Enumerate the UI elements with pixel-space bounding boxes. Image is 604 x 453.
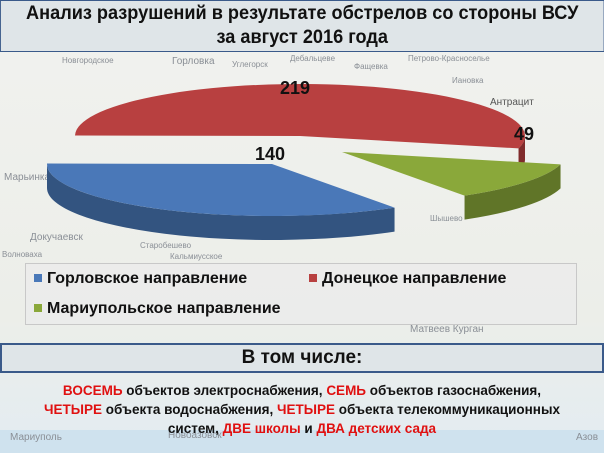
text: объектов электроснабжения, [122, 383, 327, 398]
highlight: СЕМЬ [326, 383, 367, 398]
subheader: В том числе: [0, 343, 604, 373]
map-label: Петрово-Красноселье [408, 54, 490, 63]
map-label: Азов [576, 432, 599, 443]
highlight: ДВЕ школы [222, 421, 301, 436]
title-line-2: за август 2016 года [216, 26, 388, 48]
details-text: ВОСЕМЬ объектов электроснабжения, СЕМЬ о… [0, 381, 604, 438]
map-label: Новгородское [62, 56, 114, 65]
pie-slice-0 [47, 163, 395, 217]
map-label: Дебальцеве [290, 54, 336, 63]
highlight: ЧЕТЫРЕ [277, 402, 335, 417]
map-label: Марьинка [4, 172, 51, 183]
map-label: Волноваха [2, 250, 43, 259]
map-label: Углегорск [232, 60, 268, 69]
text: объектов газоснабжения, [366, 383, 542, 398]
data-label: 219 [280, 78, 310, 98]
highlight: ЧЕТЫРЕ [44, 402, 102, 417]
chart-legend: Горловское направление Донецкое направле… [25, 263, 577, 325]
map-label: Матвеев Курган [410, 324, 484, 335]
map-label: Фащевка [354, 62, 388, 71]
data-label: 140 [255, 144, 285, 164]
legend-swatch [309, 274, 317, 282]
map-label: Докучаевск [30, 232, 83, 243]
legend-label: Горловское направление [47, 270, 248, 287]
map-label: Иановка [452, 76, 484, 85]
map-label: Старобешево [140, 241, 192, 250]
legend-label: Донецкое направление [322, 270, 507, 287]
pie-slice-1 [75, 84, 525, 149]
data-label: 49 [514, 124, 534, 144]
text: и [300, 421, 317, 436]
page-title: Анализ разрушений в результате обстрелов… [0, 0, 604, 52]
pie-slice-side [47, 164, 395, 240]
legend-swatch [34, 274, 42, 282]
map-label: Мариуполь [10, 432, 62, 443]
map-label: Антрацит [490, 97, 534, 108]
legend-item-mariupol: Мариупольское направление [34, 300, 281, 318]
title-line-1: Анализ разрушений в результате обстрелов… [26, 2, 579, 24]
text: объекта телекоммуникационных [334, 402, 560, 417]
legend-swatch [34, 304, 42, 312]
text: объекта водоснабжения, [101, 402, 277, 417]
legend-item-gorlovka: Горловское направление [34, 270, 247, 288]
text: систем, [167, 421, 223, 436]
sea-area [0, 430, 604, 453]
legend-item-donetsk: Донецкое направление [309, 270, 506, 288]
highlight: ДВА детских сада [316, 421, 437, 436]
map-label: Новоазовск [168, 430, 222, 441]
pie-slice-2 [342, 152, 561, 196]
highlight: ВОСЕМЬ [62, 383, 123, 398]
map-label: Кальмиусское [170, 252, 223, 261]
map-label: Шышево [430, 214, 463, 223]
map-label: Горловка [172, 56, 215, 67]
pie-slice-side [464, 164, 561, 220]
legend-label: Мариупольское направление [47, 300, 281, 317]
